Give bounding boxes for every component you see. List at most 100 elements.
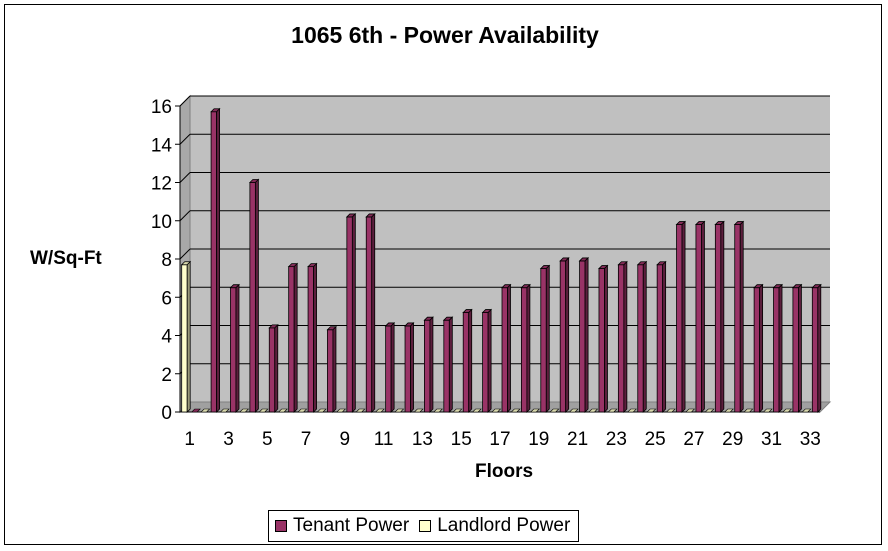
bar-tenant	[714, 220, 725, 413]
bar-tenant	[617, 260, 628, 413]
x-axis-label: Floors	[474, 461, 534, 482]
bar-landlord	[394, 408, 405, 413]
legend-item-tenant: Tenant Power	[275, 515, 409, 537]
plot-back-wall	[180, 96, 830, 412]
x-tick-label: 27	[683, 429, 704, 450]
bar-landlord	[588, 408, 599, 413]
gridline-depth	[179, 95, 191, 107]
bar-landlord	[239, 408, 250, 413]
gridline-depth	[179, 172, 191, 183]
y-tick-label: 6	[161, 288, 172, 309]
x-tick-label: 31	[761, 429, 782, 450]
bar-landlord	[336, 408, 347, 413]
x-tick-label: 33	[800, 429, 821, 450]
bar-tenant	[229, 283, 240, 413]
bar-tenant	[636, 260, 648, 413]
bar-landlord	[724, 408, 734, 413]
bar-tenant	[307, 262, 318, 413]
bar-tenant	[345, 212, 357, 413]
gridline-depth	[179, 210, 191, 222]
x-tick-label: 21	[567, 429, 588, 450]
legend-swatch-tenant	[275, 520, 287, 532]
bar-tenant	[365, 212, 376, 413]
x-tick-label: 15	[451, 429, 472, 450]
bar-landlord	[200, 408, 211, 413]
x-tick-label: 17	[489, 429, 510, 450]
bar-landlord	[452, 408, 463, 413]
gridline-depth	[179, 133, 191, 145]
bar-tenant	[772, 283, 783, 413]
bar-landlord	[297, 408, 308, 413]
x-tick-label: 7	[301, 429, 312, 450]
bar-landlord	[510, 408, 521, 413]
bar-landlord	[801, 408, 812, 413]
bar-tenant	[559, 256, 570, 413]
bar-landlord	[433, 408, 444, 413]
bar-landlord	[607, 408, 618, 413]
bar-landlord	[277, 408, 288, 413]
bar-landlord	[355, 408, 366, 413]
bar-landlord	[568, 408, 579, 413]
bar-landlord	[219, 408, 230, 413]
bar-tenant	[578, 256, 590, 413]
bar-landlord	[685, 408, 696, 413]
bar-tenant	[326, 325, 337, 413]
bar-tenant	[598, 264, 609, 413]
x-tick-label: 1	[184, 429, 195, 450]
chart-title: 1065 6th - Power Availability	[291, 22, 599, 48]
x-tick-label: 25	[645, 429, 666, 450]
bar-tenant	[210, 107, 221, 413]
bar-landlord	[491, 408, 502, 413]
bar-landlord	[762, 408, 773, 413]
bar-tenant	[811, 283, 822, 413]
gridline-depth	[179, 248, 191, 260]
bar-tenant	[442, 316, 454, 413]
y-tick-label: 10	[151, 212, 172, 233]
y-axis-label: W/Sq-Ft	[30, 248, 102, 269]
y-tick-label: 4	[161, 327, 172, 348]
x-tick-label: 9	[340, 429, 351, 450]
bar-tenant	[404, 321, 415, 413]
bar-tenant	[539, 264, 551, 413]
y-tick-label: 0	[161, 403, 172, 424]
bar-landlord	[374, 408, 385, 413]
x-tick-label: 23	[606, 429, 627, 450]
legend-label-tenant: Tenant Power	[293, 515, 410, 536]
bar-landlord	[180, 260, 192, 413]
x-tick-label: 5	[262, 429, 273, 450]
legend-swatch-landlord	[419, 520, 432, 532]
y-tick-label: 8	[161, 250, 172, 271]
bar-tenant	[462, 308, 473, 413]
bar-tenant	[287, 262, 299, 413]
legend-item-landlord: Landlord Power	[419, 515, 570, 537]
bar-tenant	[481, 308, 493, 413]
bar-tenant	[520, 283, 531, 413]
bar-landlord	[549, 408, 560, 413]
y-tick-label: 2	[161, 365, 172, 386]
bar-landlord	[782, 408, 793, 413]
x-tick-label: 11	[374, 429, 394, 450]
bar-tenant	[675, 220, 687, 413]
legend-label-landlord: Landlord Power	[437, 515, 571, 536]
y-tick-label: 16	[151, 97, 172, 118]
x-tick-label: 3	[223, 429, 234, 450]
x-tick-label: 19	[528, 429, 549, 450]
x-tick-label: 29	[722, 429, 743, 450]
bar-tenant	[190, 408, 201, 413]
bar-landlord	[258, 408, 269, 413]
bar-landlord	[471, 408, 482, 413]
y-tick-label: 14	[151, 135, 173, 156]
y-tick-label: 12	[151, 174, 172, 195]
x-tick-label: 13	[412, 429, 433, 450]
bar-landlord	[743, 408, 754, 413]
bar-tenant	[656, 260, 667, 413]
bar-landlord	[665, 408, 676, 413]
bar-landlord	[627, 408, 637, 413]
bar-landlord	[413, 408, 424, 413]
bar-tenant	[268, 323, 279, 413]
bar-tenant	[753, 283, 764, 413]
bar-tenant	[791, 283, 803, 413]
bar-tenant	[733, 220, 745, 413]
bar-tenant	[501, 283, 512, 413]
bar-tenant	[248, 178, 260, 413]
